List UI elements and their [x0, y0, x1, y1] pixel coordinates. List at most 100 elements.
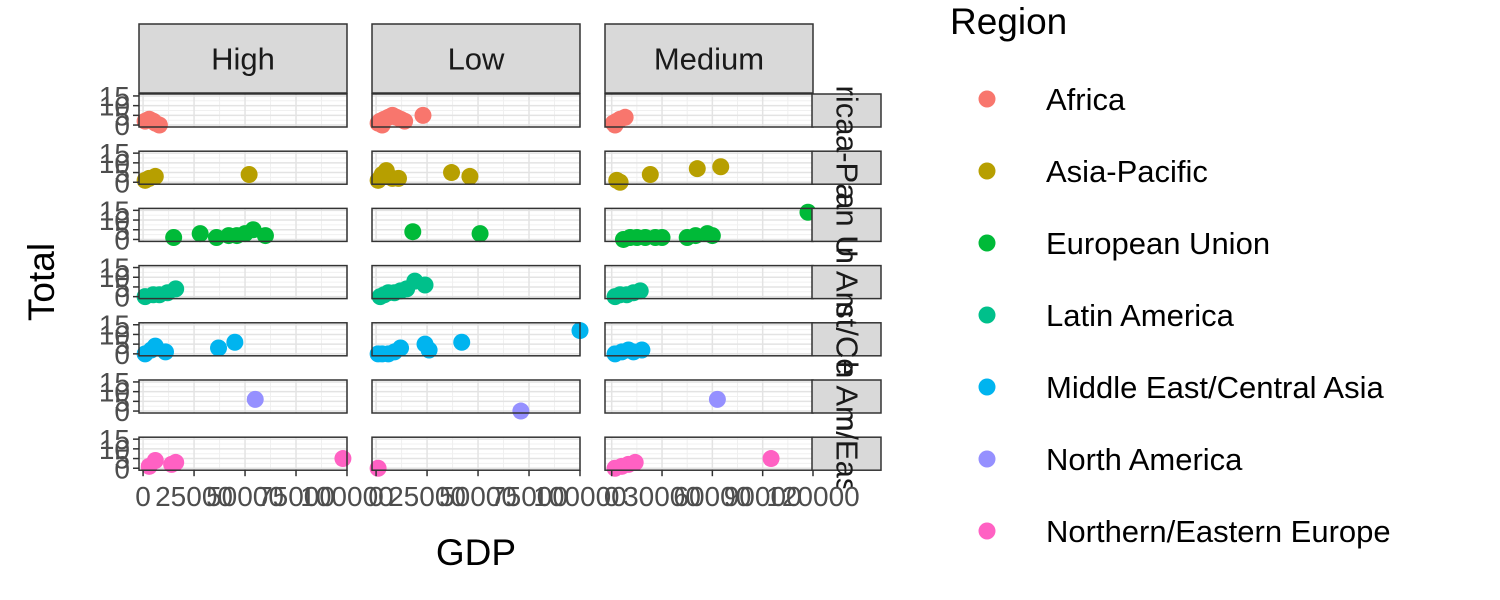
x-tick-label: 50000: [439, 481, 517, 512]
x-tick-label: 60000: [673, 481, 751, 512]
panel-border: [138, 207, 348, 243]
legend-title: Region: [950, 1, 1067, 42]
panel-north-america-low: [371, 379, 581, 420]
data-point-northern-eastern-europe: [167, 453, 185, 471]
panel-asia-pacific-medium: [604, 150, 814, 191]
panel-border: [138, 322, 348, 357]
panel-border: [371, 436, 581, 471]
y-tick-label: 0: [114, 396, 130, 427]
row-strip-box: [811, 150, 882, 185]
data-point-latin-america: [416, 276, 434, 294]
data-point-latin-america: [167, 280, 185, 298]
legend-key: [978, 450, 996, 468]
legend-item-european-union: European Union: [978, 226, 1270, 261]
data-point-asia-pacific: [712, 158, 730, 176]
panel-northern-eastern-europe-low: [369, 436, 581, 477]
legend-label: European Union: [1046, 226, 1270, 261]
legend-label: Africa: [1046, 82, 1126, 117]
legend-label: Middle East/Central Asia: [1046, 370, 1384, 405]
panel-border: [138, 150, 348, 185]
data-point-asia-pacific: [146, 167, 164, 185]
data-point-northern-eastern-europe: [146, 451, 164, 469]
data-point-africa: [414, 106, 432, 124]
legend-label: Latin America: [1046, 298, 1235, 333]
legend: Region Africa Asia-Pacific European Union L…: [950, 1, 1391, 549]
y-tick-label: 15: [99, 253, 130, 284]
data-point-european-union: [404, 223, 422, 241]
y-tick-label: 10: [99, 148, 130, 179]
legend-item-latin-america: Latin America: [978, 298, 1235, 333]
legend-label: Northern/Eastern Europe: [1046, 514, 1391, 549]
legend-key: [978, 522, 996, 540]
data-point-north-america: [512, 402, 530, 420]
x-tick-label: 25000: [388, 481, 466, 512]
data-point-asia-pacific: [443, 164, 461, 182]
panel-latin-america-medium: [604, 264, 814, 306]
panel-border: [371, 207, 581, 243]
col-strip-medium: Medium: [604, 23, 814, 94]
row-strip-africa: rica: [811, 86, 882, 137]
data-point-asia-pacific: [240, 165, 258, 183]
data-point-northern-eastern-europe: [626, 453, 644, 471]
y-tick-label: 5: [114, 444, 130, 475]
data-point-africa: [606, 116, 624, 134]
y-tick-label: 5: [114, 158, 130, 189]
y-tick-label: 0: [114, 282, 130, 313]
axes: 0510150510150510150510150510150510150510…: [99, 81, 860, 512]
legend-key: [978, 234, 996, 252]
y-tick-label: 15: [99, 367, 130, 398]
y-tick-label: 15: [99, 424, 130, 455]
data-point-european-union: [471, 225, 489, 243]
data-point-asia-pacific: [641, 165, 659, 183]
y-tick-label: 0: [114, 110, 130, 141]
data-point-middle-east-central-asia: [226, 333, 244, 351]
y-tick-label: 5: [114, 215, 130, 246]
x-tick-label: 75000: [257, 481, 335, 512]
panel-asia-pacific-low: [369, 150, 581, 189]
row-strip-box: [811, 264, 882, 300]
x-tick-label: 25000: [155, 481, 233, 512]
y-tick-label: 0: [114, 453, 130, 484]
data-point-european-union: [191, 225, 209, 243]
row-strip-label: h Am: [830, 361, 865, 432]
panel-european-union-low: [371, 207, 581, 243]
row-strip-european-union: an U: [811, 192, 882, 258]
panel-border: [371, 379, 581, 414]
x-axis-title: GDP: [436, 532, 516, 573]
data-point-middle-east-central-asia: [633, 341, 651, 359]
row-strip-label: a-Pa: [830, 135, 865, 201]
y-tick-label: 5: [114, 386, 130, 417]
data-point-northern-eastern-europe: [334, 450, 352, 468]
panel-northern-eastern-europe-medium: [604, 436, 814, 477]
data-point-middle-east-central-asia: [392, 339, 410, 357]
data-point-asia-pacific: [611, 173, 629, 191]
panel-middle-east-central-asia-medium: [604, 322, 814, 363]
y-tick-label: 0: [114, 339, 130, 370]
row-strip-box: [811, 436, 882, 471]
y-tick-label: 0: [114, 167, 130, 198]
panel-africa-high: [136, 93, 348, 134]
row-strip-north-america: h Am: [811, 361, 882, 432]
row-strip-northern-eastern-europe: n/Eas: [811, 419, 882, 488]
col-strip-label: Low: [448, 42, 505, 77]
col-strip-label: Medium: [654, 42, 764, 77]
panel-border: [371, 322, 581, 357]
data-point-africa: [396, 112, 414, 130]
y-tick-label: 5: [114, 100, 130, 131]
y-tick-label: 5: [114, 329, 130, 360]
x-tick-label: 30000: [623, 481, 701, 512]
y-tick-label: 10: [99, 434, 130, 465]
y-tick-label: 15: [99, 81, 130, 112]
x-tick-label: 75000: [490, 481, 568, 512]
data-point-africa: [373, 116, 391, 134]
row-strip-label: rica: [830, 86, 865, 137]
data-point-northern-eastern-europe: [762, 450, 780, 468]
data-point-north-america: [708, 390, 726, 408]
